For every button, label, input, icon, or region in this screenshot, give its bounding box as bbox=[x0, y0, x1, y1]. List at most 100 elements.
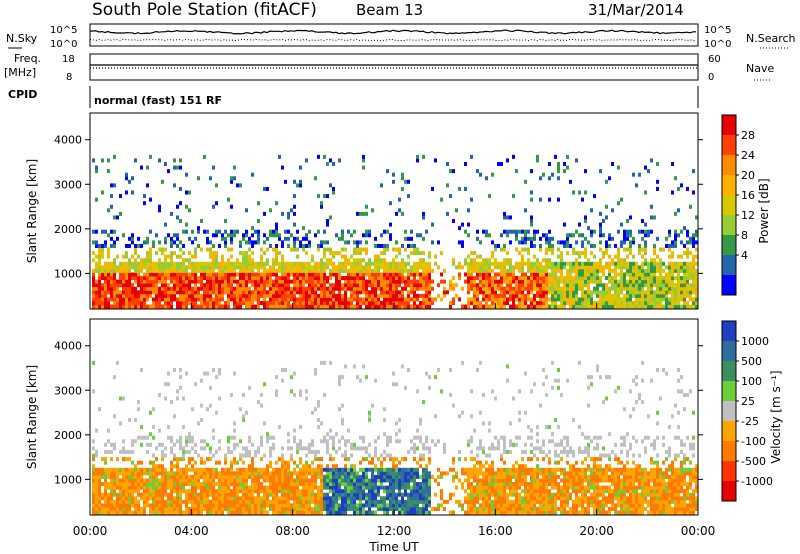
range-gate-cell bbox=[248, 300, 251, 305]
range-gate-cell bbox=[119, 283, 122, 288]
range-gate-cell bbox=[383, 265, 386, 270]
range-gate-cell bbox=[557, 293, 560, 298]
range-gate-cell bbox=[272, 489, 275, 494]
range-gate-cell bbox=[281, 471, 284, 476]
range-gate-cell bbox=[332, 286, 335, 291]
range-gate-cell bbox=[515, 229, 518, 234]
range-gate-cell bbox=[188, 236, 191, 241]
range-gate-cell bbox=[107, 304, 110, 309]
range-gate-cell bbox=[419, 258, 422, 263]
range-gate-cell bbox=[326, 446, 329, 451]
range-gate-cell bbox=[587, 293, 590, 298]
range-gate-cell bbox=[293, 265, 296, 270]
range-gate-cell bbox=[386, 485, 389, 490]
range-gate-cell bbox=[644, 190, 647, 195]
range-gate-cell bbox=[146, 482, 149, 487]
range-gate-cell bbox=[101, 510, 104, 515]
range-gate-cell bbox=[593, 229, 596, 234]
range-gate-cell bbox=[386, 279, 389, 284]
range-gate-cell bbox=[374, 283, 377, 288]
range-gate-cell bbox=[617, 300, 620, 305]
range-gate-cell bbox=[293, 510, 296, 515]
range-gate-cell bbox=[353, 279, 356, 284]
range-gate-cell bbox=[305, 453, 308, 458]
range-gate-cell bbox=[350, 453, 353, 458]
range-gate-cell bbox=[368, 272, 371, 277]
range-gate-cell bbox=[428, 272, 431, 277]
range-gate-cell bbox=[263, 283, 266, 288]
range-gate-cell bbox=[311, 496, 314, 501]
range-gate-cell bbox=[200, 265, 203, 270]
range-gate-cell bbox=[263, 240, 266, 245]
range-gate-cell bbox=[230, 506, 233, 511]
range-gate-cell bbox=[374, 279, 377, 284]
range-gate-cell bbox=[521, 229, 524, 234]
range-gate-cell bbox=[131, 304, 134, 309]
range-gate-cell bbox=[302, 293, 305, 298]
range-gate-cell bbox=[695, 261, 698, 266]
range-gate-cell bbox=[413, 272, 416, 277]
range-gate-cell bbox=[116, 360, 119, 365]
range-gate-cell bbox=[254, 286, 257, 291]
range-gate-cell bbox=[383, 457, 386, 462]
range-gate-cell bbox=[275, 268, 278, 273]
range-gate-cell bbox=[107, 251, 110, 256]
range-gate-cell bbox=[128, 261, 131, 266]
range-gate-cell bbox=[275, 293, 278, 298]
range-gate-cell bbox=[359, 290, 362, 295]
range-gate-cell bbox=[695, 279, 698, 284]
range-gate-cell bbox=[341, 236, 344, 241]
range-gate-cell bbox=[248, 449, 251, 454]
range-gate-cell bbox=[341, 499, 344, 504]
range-gate-cell bbox=[638, 293, 641, 298]
range-gate-cell bbox=[173, 165, 176, 170]
range-gate-cell bbox=[536, 304, 539, 309]
range-gate-cell bbox=[281, 474, 284, 479]
range-gate-cell bbox=[122, 297, 125, 302]
range-gate-cell bbox=[290, 293, 293, 298]
range-gate-cell bbox=[245, 467, 248, 472]
range-gate-cell bbox=[95, 293, 98, 298]
range-gate-cell bbox=[230, 467, 233, 472]
range-gate-cell bbox=[104, 478, 107, 483]
range-gate-cell bbox=[251, 226, 254, 231]
range-gate-cell bbox=[149, 276, 152, 281]
range-gate-cell bbox=[638, 265, 641, 270]
range-gate-cell bbox=[581, 243, 584, 248]
range-gate-cell bbox=[176, 478, 179, 483]
range-gate-cell bbox=[362, 165, 365, 170]
range-gate-cell bbox=[152, 506, 155, 511]
range-gate-cell bbox=[98, 272, 101, 277]
range-gate-cell bbox=[215, 489, 218, 494]
range-gate-cell bbox=[158, 265, 161, 270]
range-gate-cell bbox=[674, 286, 677, 291]
range-gate-cell bbox=[110, 272, 113, 277]
range-gate-cell bbox=[512, 279, 515, 284]
range-gate-cell bbox=[452, 283, 455, 288]
range-gate-cell bbox=[617, 265, 620, 270]
range-gate-cell bbox=[104, 290, 107, 295]
range-gate-cell bbox=[218, 482, 221, 487]
range-gate-cell bbox=[668, 247, 671, 252]
range-gate-cell bbox=[320, 240, 323, 245]
range-gate-cell bbox=[686, 233, 689, 238]
range-gate-cell bbox=[305, 304, 308, 309]
range-gate-cell bbox=[377, 474, 380, 479]
range-gate-cell bbox=[545, 261, 548, 266]
range-gate-cell bbox=[191, 478, 194, 483]
range-gate-cell bbox=[422, 251, 425, 256]
range-gate-cell bbox=[323, 467, 326, 472]
range-gate-cell bbox=[176, 268, 179, 273]
range-gate-cell bbox=[110, 276, 113, 281]
range-gate-cell bbox=[104, 442, 107, 447]
range-gate-cell bbox=[239, 276, 242, 281]
range-gate-cell bbox=[473, 286, 476, 291]
range-gate-cell bbox=[347, 471, 350, 476]
range-gate-cell bbox=[251, 467, 254, 472]
range-gate-cell bbox=[200, 471, 203, 476]
range-gate-cell bbox=[188, 492, 191, 497]
range-gate-cell bbox=[350, 489, 353, 494]
range-gate-cell bbox=[293, 286, 296, 291]
range-gate-cell bbox=[575, 258, 578, 263]
range-gate-cell bbox=[476, 276, 479, 281]
